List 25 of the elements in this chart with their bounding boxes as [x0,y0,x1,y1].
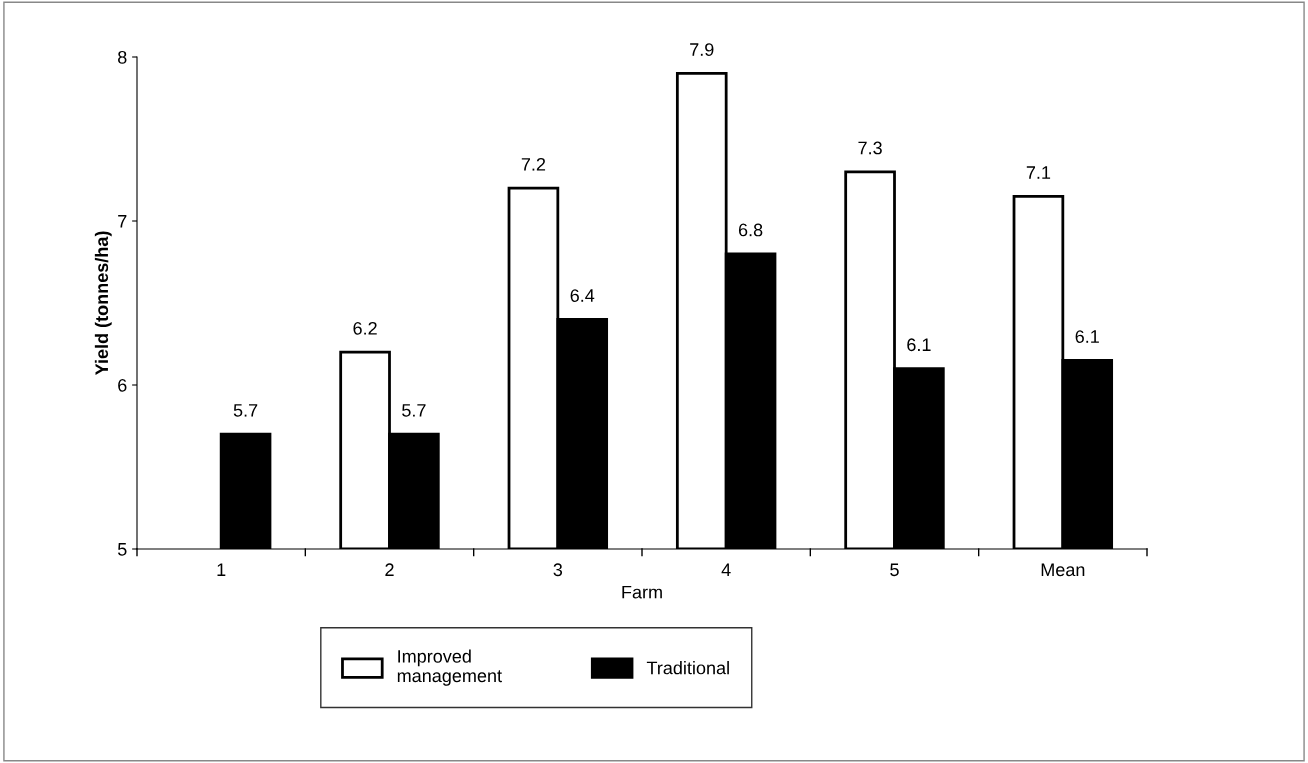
y-tick-label: 6 [118,378,127,392]
y-tick-label: 7 [118,215,127,228]
data-label: 5.7 [233,404,258,417]
data-label: 5.7 [402,404,426,417]
y-tick-label: 8 [118,50,127,64]
y-axis-title: Yield (tonnes/ha) [94,231,112,376]
x-tick-label: 3 [553,563,563,577]
data-label: 7.9 [690,43,714,56]
data-label: 7.3 [858,141,882,155]
x-tick-label: Mean [1041,563,1085,577]
legend-label: Traditional [646,661,729,675]
x-tick-label: 1 [217,563,226,576]
data-label: 6.1 [1075,330,1099,343]
x-tick-label: 2 [385,563,394,576]
data-label: 6.2 [353,321,377,335]
x-tick-label: 5 [890,563,899,577]
x-axis-title: Farm [622,585,662,599]
x-tick-label: 4 [721,563,731,576]
data-label: 6.8 [738,223,763,237]
data-label: 7.2 [521,157,546,171]
y-tick-label: 5 [117,543,127,556]
data-label: 6.1 [907,338,931,352]
legend-label: Improved management [397,649,502,686]
data-label: 6.4 [570,289,595,302]
data-label: 7.1 [1026,166,1051,179]
